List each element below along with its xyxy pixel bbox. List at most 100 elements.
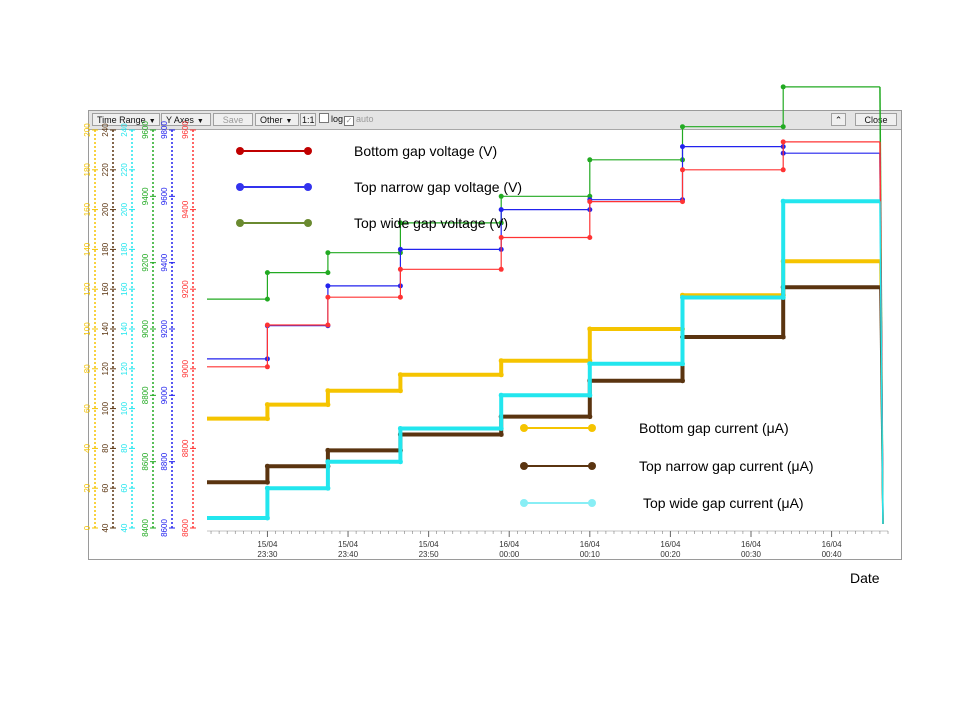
y-axis-tick-label: 160 <box>101 282 110 296</box>
data-point <box>325 388 331 394</box>
y-axis-tick-label: 9600 <box>160 187 169 205</box>
data-point <box>680 378 685 384</box>
y-axis-tick-label: 160 <box>120 282 129 296</box>
y-axis-tick-label: 9000 <box>141 320 150 338</box>
y-axis-tick-label: 140 <box>101 322 110 336</box>
data-point <box>397 246 403 252</box>
y-axis-tick-label: 9600 <box>181 121 190 139</box>
y-axis-tick-label: 80 <box>120 443 129 452</box>
data-point <box>498 193 504 199</box>
data-point <box>397 220 403 226</box>
legend-marker <box>588 424 596 432</box>
y-axis-tick-label: 0 <box>83 525 92 530</box>
data-point <box>325 250 331 256</box>
x-tick-label-date: 16/04 <box>822 540 843 549</box>
data-point <box>780 198 786 204</box>
data-point <box>780 139 786 145</box>
legend-label: Bottom gap current (μA) <box>639 420 789 436</box>
other-dropdown[interactable]: Other ▼ <box>255 113 299 126</box>
log-toggle[interactable]: log <box>317 113 345 126</box>
y-axis-tick-label: 180 <box>83 163 92 177</box>
data-point <box>264 485 270 491</box>
data-point <box>397 372 403 378</box>
series-line <box>207 199 880 520</box>
data-point <box>780 84 786 90</box>
double-chevron-up-icon: ⌃ <box>834 115 843 125</box>
data-point <box>498 432 504 437</box>
y-axis-tick-label: 200 <box>120 202 129 216</box>
x-tick-label-time: 00:20 <box>660 550 681 559</box>
y-axes-dropdown[interactable]: Y Axes ▼ <box>161 113 211 126</box>
data-point <box>325 447 331 453</box>
data-point <box>397 459 403 465</box>
series-group <box>207 84 884 525</box>
y-axis-tick-label: 100 <box>120 401 129 415</box>
x-tick-label-date: 16/04 <box>499 540 520 549</box>
x-tick-label-date: 15/04 <box>257 540 278 549</box>
legend-marker <box>520 424 528 432</box>
data-point <box>587 157 593 163</box>
auto-checkbox[interactable]: ✓ <box>344 116 354 126</box>
time-range-label: Time Range <box>97 115 146 125</box>
data-point <box>680 167 685 173</box>
log-checkbox[interactable] <box>319 113 329 123</box>
data-point <box>264 322 270 328</box>
save-label: Save <box>222 115 244 125</box>
y-axis-tick-label: 60 <box>120 483 129 492</box>
data-point <box>498 392 504 398</box>
x-tick-label-date: 16/04 <box>660 540 681 549</box>
y-axis-tick-label: 9200 <box>160 320 169 338</box>
legend-marker <box>304 219 312 227</box>
series-line <box>207 141 880 368</box>
y-axis-tick-label: 8800 <box>160 452 169 470</box>
x-tick-label-date: 15/04 <box>419 540 440 549</box>
data-point <box>498 235 504 240</box>
y-axis-tick-label: 180 <box>120 242 129 256</box>
data-point <box>587 199 593 205</box>
y-axis-tick-label: 8600 <box>141 452 150 470</box>
y-axis-tick-label: 8800 <box>181 439 190 457</box>
legend-label: Bottom gap voltage (V) <box>354 143 497 159</box>
data-point <box>325 402 331 408</box>
y-axis-tick-label: 9200 <box>181 280 190 298</box>
data-point <box>680 199 685 205</box>
data-point <box>264 402 270 408</box>
chevron-down-icon: ▼ <box>285 118 293 125</box>
legend-group: Bottom gap voltage (V) Top narrow gap vol… <box>236 143 814 511</box>
y-axis-tick-label: 9200 <box>141 253 150 271</box>
data-point <box>680 361 685 367</box>
x-tick-label-date: 16/04 <box>580 540 601 549</box>
data-point <box>264 416 270 422</box>
save-button[interactable]: Save <box>213 113 253 126</box>
time-range-dropdown[interactable]: Time Range ▼ <box>92 113 160 126</box>
x-tick-label-time: 00:10 <box>580 550 601 559</box>
data-point <box>680 124 685 130</box>
collapse-button[interactable]: ⌃ <box>831 113 846 126</box>
x-tick-label-time: 00:00 <box>499 550 520 559</box>
x-tick-label-time: 00:40 <box>822 550 843 559</box>
legend-marker <box>520 499 528 507</box>
data-point <box>325 270 331 276</box>
data-point <box>264 515 270 521</box>
y-axis-tick-label: 40 <box>101 523 110 532</box>
legend-label: Top narrow gap voltage (V) <box>354 179 522 195</box>
close-button[interactable]: Close <box>855 113 897 126</box>
ratio-button[interactable]: 1:1 <box>300 113 316 126</box>
data-point <box>780 295 786 300</box>
data-point <box>397 426 403 431</box>
data-point <box>397 294 403 300</box>
y-axis-tick-label: 60 <box>101 483 110 492</box>
auto-toggle[interactable]: ✓ auto <box>342 113 376 126</box>
x-axis-label: Date <box>850 570 880 586</box>
data-point <box>680 144 685 150</box>
legend-label: Top wide gap current (μA) <box>643 495 804 511</box>
data-point <box>587 235 593 240</box>
y-axis-tick-label: 220 <box>120 163 129 177</box>
series-dropoff <box>879 201 884 525</box>
y-axis-tick-label: 40 <box>120 523 129 532</box>
data-point <box>264 463 270 469</box>
data-point <box>780 334 786 340</box>
series-line <box>207 146 880 360</box>
y-axis-tick-label: 40 <box>83 443 92 452</box>
